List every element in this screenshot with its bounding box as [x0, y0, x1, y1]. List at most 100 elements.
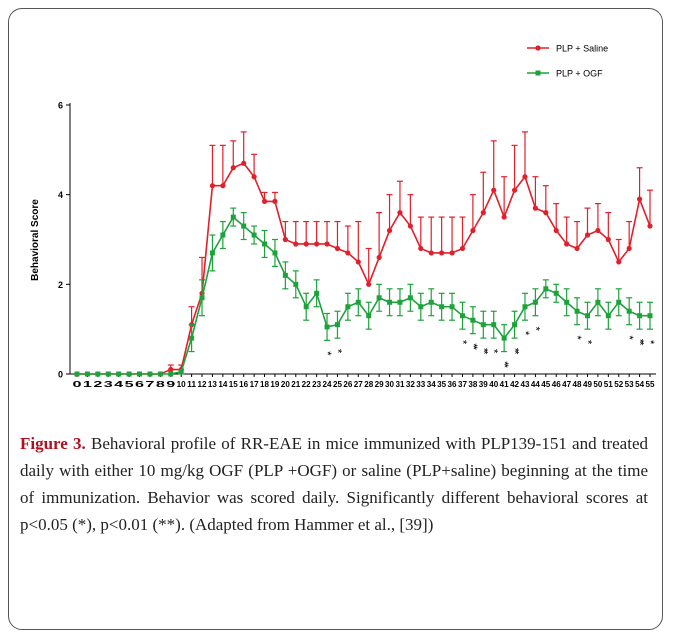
- y-tick-label: 4: [58, 190, 63, 200]
- data-point: [345, 250, 351, 256]
- x-tick-label: 27: [354, 380, 364, 389]
- x-tick-label: 44: [531, 380, 541, 389]
- data-point: [324, 324, 330, 330]
- data-point: [262, 241, 268, 247]
- x-tick-label: 52: [614, 380, 624, 389]
- data-point: [512, 322, 518, 328]
- data-point: [241, 160, 247, 166]
- legend-label: PLP + Saline: [556, 44, 608, 54]
- x-tick-label: 38: [468, 380, 478, 389]
- x-tick-label: 31: [395, 380, 405, 389]
- x-tick-label: 51: [604, 380, 614, 389]
- x-tick-label: 50: [593, 380, 603, 389]
- series-line: [77, 162, 651, 375]
- data-point: [595, 227, 601, 234]
- data-point: [376, 295, 382, 301]
- data-point: [324, 241, 330, 247]
- data-point: [470, 227, 476, 234]
- data-point: [543, 210, 549, 216]
- x-tick-label: 19: [270, 380, 280, 389]
- data-point: [386, 227, 393, 234]
- x-tick-label: 33: [416, 380, 426, 389]
- data-point: [334, 322, 340, 328]
- data-point: [168, 371, 174, 377]
- data-point: [74, 371, 80, 377]
- data-point: [511, 187, 518, 193]
- y-tick-label: 2: [58, 280, 63, 290]
- x-tick-label: 41: [500, 380, 510, 389]
- x-tick-label: 45: [541, 380, 551, 389]
- significance-mark: *: [331, 349, 343, 354]
- x-tick-label: 21: [291, 380, 301, 389]
- significance-mark: **: [509, 348, 521, 355]
- data-point: [637, 313, 643, 319]
- significance-mark: *: [519, 331, 531, 336]
- data-point: [282, 236, 288, 243]
- data-point: [293, 241, 299, 247]
- data-point: [189, 335, 195, 341]
- x-tick-label: 25: [333, 380, 343, 389]
- x-tick-label: 43: [520, 380, 530, 389]
- data-point: [209, 183, 216, 189]
- data-point: [470, 317, 476, 323]
- data-point: [116, 371, 122, 377]
- data-point: [137, 371, 143, 377]
- data-point: [595, 299, 601, 305]
- data-point: [178, 369, 184, 375]
- data-point: [407, 223, 413, 229]
- data-point: [439, 304, 445, 310]
- legend-label: PLP + OGF: [556, 69, 603, 79]
- x-tick-label: 37: [458, 380, 468, 389]
- data-point: [334, 245, 341, 252]
- data-point: [209, 250, 215, 256]
- data-point: [605, 236, 611, 243]
- data-point: [459, 245, 466, 252]
- significance-mark: *: [644, 340, 656, 345]
- x-tick-label: 20: [281, 380, 291, 389]
- x-tick-label: 5: [125, 380, 135, 389]
- x-tick-label: 8: [156, 380, 166, 389]
- data-point: [584, 313, 590, 319]
- significance-mark: *: [529, 327, 541, 332]
- data-point: [251, 174, 257, 180]
- data-point: [439, 250, 445, 256]
- data-point: [564, 299, 570, 305]
- x-tick-label: 23: [312, 380, 322, 389]
- data-point: [428, 299, 434, 305]
- caption-label: Figure 3.: [20, 434, 86, 453]
- caption-text: Behavioral profile of RR-EAE in mice imm…: [20, 434, 648, 534]
- x-tick-label: 3: [104, 380, 114, 389]
- data-point: [522, 304, 528, 310]
- x-tick-label: 1: [83, 380, 93, 389]
- data-point: [418, 245, 424, 252]
- y-axis-label: Behavioral Score: [30, 199, 41, 281]
- x-tick-label: 46: [552, 380, 562, 389]
- data-point: [314, 290, 320, 296]
- data-point: [459, 313, 465, 319]
- data-point: [126, 371, 132, 377]
- data-point: [553, 290, 559, 296]
- x-tick-label: 36: [448, 380, 458, 389]
- data-point: [314, 241, 320, 247]
- x-tick-label: 16: [239, 380, 249, 389]
- data-point: [95, 371, 101, 377]
- data-point: [626, 245, 632, 252]
- x-tick-label: 42: [510, 380, 520, 389]
- data-point: [616, 259, 622, 265]
- legend-marker: [535, 45, 541, 51]
- data-point: [220, 232, 226, 238]
- data-point: [345, 304, 351, 310]
- significance-mark: **: [467, 343, 479, 350]
- data-point: [626, 308, 632, 314]
- data-point: [501, 214, 507, 220]
- x-tick-label: 30: [385, 380, 395, 389]
- significance-mark: *: [581, 340, 593, 345]
- data-point: [397, 210, 403, 216]
- x-tick-label: 9: [166, 380, 176, 389]
- x-tick-label: 29: [375, 380, 385, 389]
- data-point: [251, 232, 257, 238]
- legend-marker: [535, 70, 541, 76]
- data-point: [522, 174, 528, 180]
- data-point: [230, 165, 236, 171]
